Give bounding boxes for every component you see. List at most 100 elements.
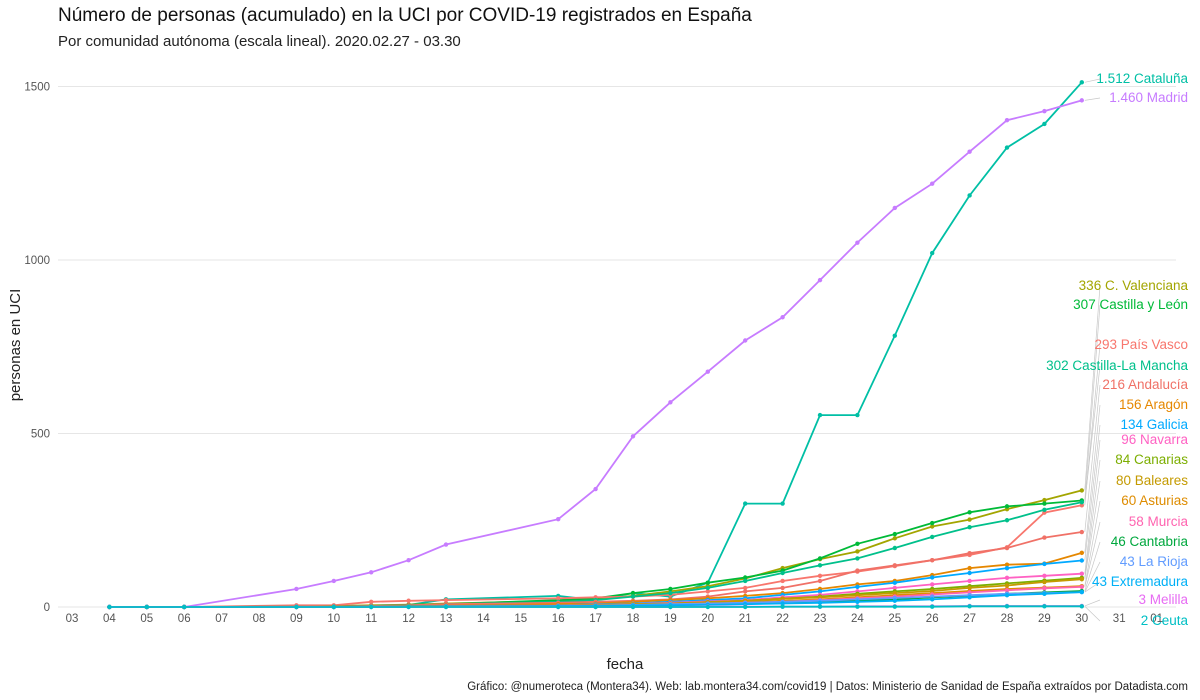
x-tick-label: 25	[888, 613, 901, 625]
data-point	[182, 604, 187, 610]
data-point	[817, 589, 823, 594]
data-point	[855, 584, 860, 590]
y-tick-label: 500	[31, 429, 50, 441]
label-leader	[1084, 78, 1101, 83]
data-point	[1079, 584, 1085, 590]
data-point	[107, 604, 112, 610]
data-point	[780, 578, 785, 584]
x-tick-label: 13	[440, 613, 453, 625]
x-tick-label: 15	[514, 613, 527, 625]
data-point	[1079, 503, 1085, 508]
y-tick-label: 1000	[24, 255, 50, 267]
gridlines	[58, 86, 1176, 608]
data-point	[1004, 145, 1010, 150]
series-label: 1.512 Cataluña	[1096, 71, 1188, 86]
data-point	[369, 570, 374, 575]
chart-subtitle: Por comunidad autónoma (escala lineal). …	[58, 33, 461, 50]
data-point	[556, 604, 561, 610]
series-label: 302 Castilla-La Mancha	[1046, 358, 1188, 373]
x-tick-label: 19	[664, 613, 677, 625]
data-point	[556, 596, 561, 601]
x-tick-label: 06	[178, 613, 191, 625]
data-point	[705, 369, 710, 374]
data-point	[705, 585, 710, 591]
x-tick-label: 21	[739, 613, 752, 625]
x-tick-label: 29	[1038, 613, 1051, 625]
data-point	[855, 599, 860, 604]
data-point	[855, 240, 860, 245]
series-label: 3 Melilla	[1138, 592, 1188, 607]
data-point	[1079, 98, 1085, 103]
x-axis: 03 04 05 06 07 08 09 10 11 12 13 14 15 16 17 18 19 20 21 22…	[66, 613, 1163, 625]
data-point	[406, 557, 411, 563]
data-point	[930, 604, 935, 609]
data-point	[967, 149, 972, 154]
data-point	[743, 338, 748, 343]
data-point	[1042, 108, 1047, 114]
data-point	[743, 501, 748, 506]
data-point	[930, 582, 935, 587]
data-point	[1004, 588, 1010, 593]
label-leader	[1084, 581, 1101, 593]
data-point	[1004, 545, 1010, 551]
x-tick-label: 31	[1113, 613, 1126, 625]
series-label: 84 Canarias	[1115, 452, 1188, 467]
x-tick-label: 08	[253, 613, 266, 625]
data-point	[780, 570, 785, 576]
data-point	[331, 578, 336, 584]
data-point	[892, 563, 897, 568]
data-point	[1042, 121, 1047, 127]
data-point	[1042, 591, 1047, 597]
series-label: 43 La Rioja	[1120, 554, 1189, 569]
data-point	[705, 589, 710, 594]
label-leader	[1084, 606, 1101, 622]
x-tick-label: 12	[402, 613, 415, 625]
data-point	[1004, 604, 1010, 609]
x-tick-label: 10	[327, 613, 340, 625]
data-point	[705, 604, 710, 610]
data-point	[630, 434, 636, 439]
label-leader	[1084, 500, 1101, 587]
data-point	[1004, 575, 1010, 581]
x-tick-label: 20	[701, 613, 714, 625]
data-point	[668, 604, 673, 610]
data-point	[1042, 507, 1047, 513]
x-tick-label: 11	[365, 613, 377, 625]
x-tick-label: 04	[103, 613, 116, 625]
x-tick-label: 28	[1001, 613, 1014, 625]
data-point	[817, 600, 823, 606]
data-point	[855, 549, 860, 554]
data-point	[1042, 586, 1047, 591]
data-point	[892, 598, 897, 603]
series-label: 96 Navarra	[1121, 432, 1188, 447]
data-point	[892, 531, 897, 537]
data-point	[1042, 604, 1047, 609]
chart-title: Número de personas (acumulado) en la UCI…	[58, 5, 752, 26]
data-point	[892, 580, 897, 585]
data-point	[967, 551, 972, 556]
x-tick-label: 24	[851, 613, 864, 625]
data-point	[406, 598, 411, 603]
series-label: 80 Baleares	[1116, 473, 1188, 488]
series-label: 134 Galicia	[1120, 417, 1188, 432]
label-leader	[1084, 285, 1101, 491]
data-point	[892, 205, 897, 211]
label-leader	[1084, 459, 1101, 578]
x-tick-label: 03	[66, 613, 79, 625]
data-point	[705, 580, 710, 585]
data-point	[817, 573, 823, 578]
data-point	[294, 586, 299, 592]
data-point	[780, 315, 785, 320]
x-tick-label: 07	[215, 613, 228, 625]
y-axis: 0 500 1000 1500	[24, 82, 50, 615]
data-point	[930, 575, 935, 580]
data-point	[930, 250, 935, 256]
label-leader	[1084, 561, 1101, 593]
series-label: 336 C. Valenciana	[1079, 278, 1189, 293]
series-labels: 1.512 Cataluña 1.460 Madrid 336 C. Valenci…	[1046, 71, 1188, 628]
series-label: 293 País Vasco	[1094, 337, 1188, 352]
series-label: 46 Cantabria	[1111, 534, 1189, 549]
data-point	[817, 604, 823, 609]
data-point	[743, 589, 748, 594]
